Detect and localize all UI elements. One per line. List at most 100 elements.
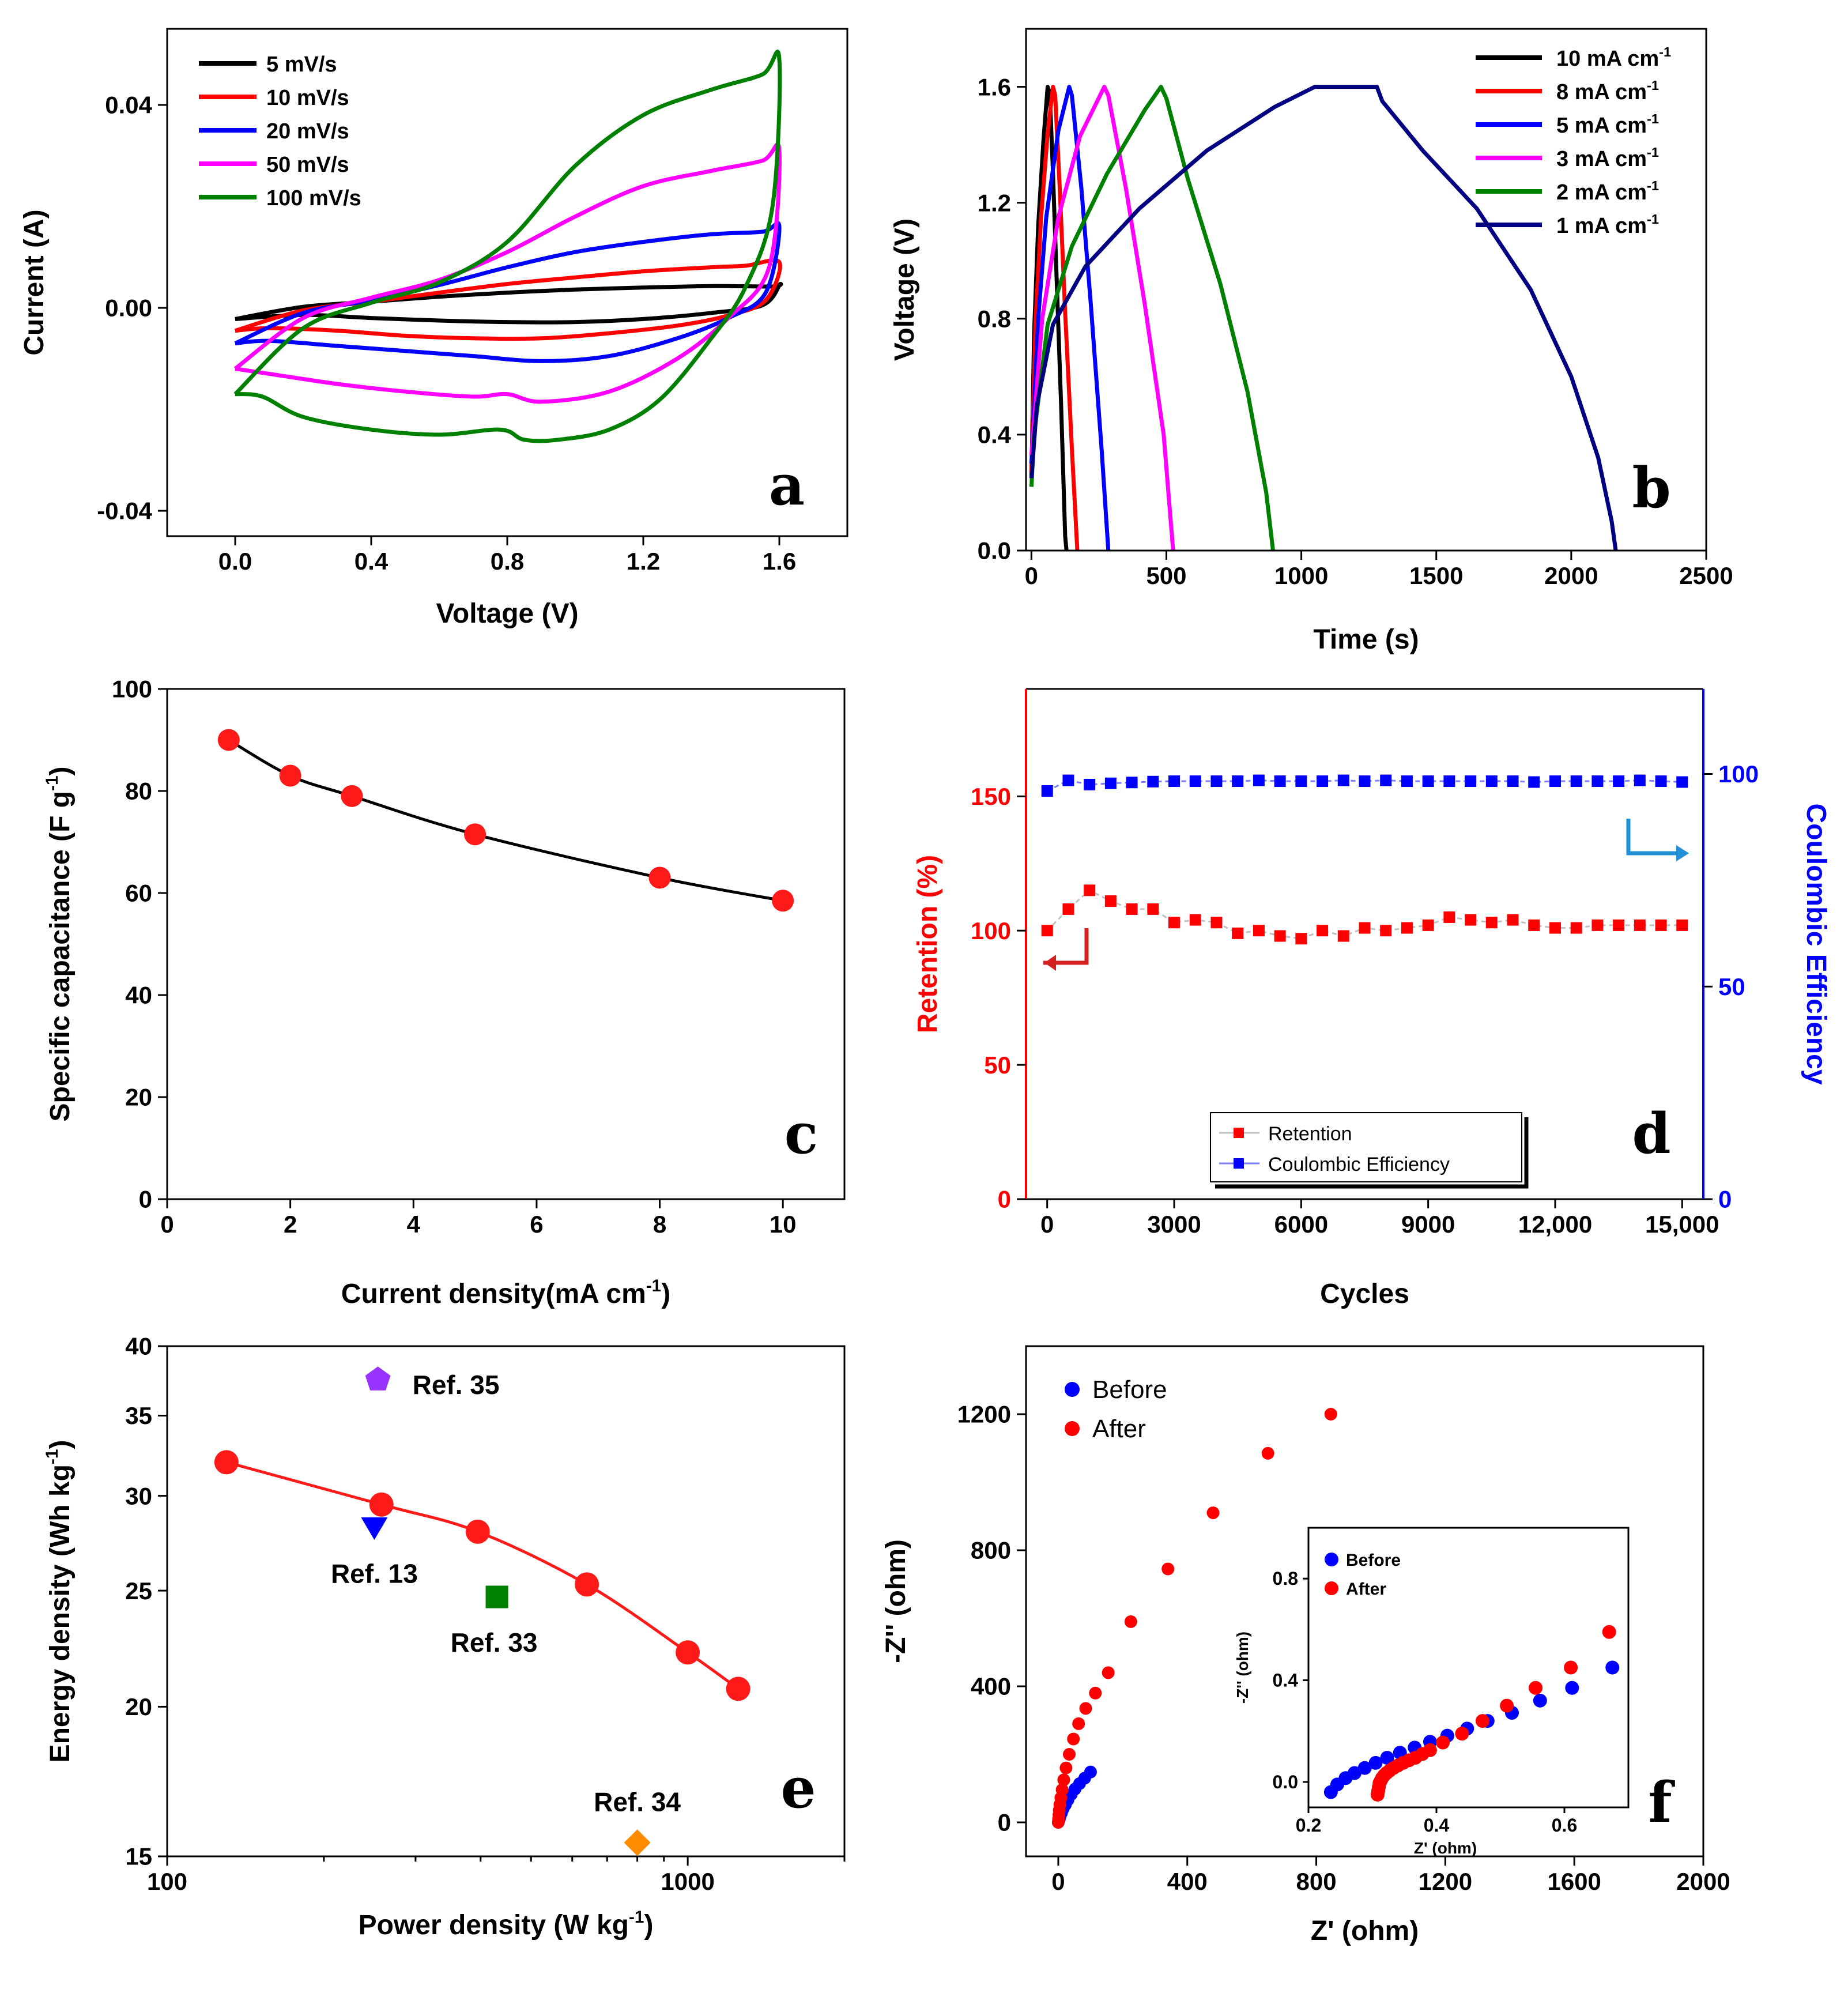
- legend-swatch: [1065, 1421, 1080, 1436]
- cv-loop-20-mv-s: [234, 221, 782, 363]
- coulombic-efficiency-point: [1528, 776, 1540, 788]
- y-tick-label: 40: [125, 982, 152, 1009]
- panel-letter: e: [780, 1755, 816, 1821]
- retention-point: [1401, 922, 1413, 934]
- coulombic-efficiency-point: [1104, 777, 1117, 789]
- ref-label: Ref. 33: [451, 1627, 538, 1657]
- retention-point: [1189, 914, 1201, 926]
- inset-point-before: [1347, 1766, 1362, 1780]
- ragone-point: [369, 1492, 394, 1517]
- nyquist-point-after: [1089, 1686, 1102, 1700]
- coulombic-efficiency-point: [1676, 776, 1688, 788]
- x-tick-label: 0: [1040, 1211, 1054, 1238]
- x-tick-label: 3000: [1147, 1211, 1201, 1238]
- retention-point: [1210, 917, 1223, 929]
- nyquist-point-after: [1079, 1702, 1092, 1715]
- y-tick-label: 400: [971, 1673, 1011, 1700]
- legend-label-main: 2 mA cm: [1556, 180, 1647, 205]
- x-axis-label-end: ): [644, 1910, 653, 1941]
- retention-point: [1084, 884, 1096, 896]
- coulombic-efficiency-point: [1507, 775, 1519, 788]
- inset-point-after: [1455, 1727, 1469, 1741]
- nyquist-point-after: [1055, 1783, 1069, 1796]
- y-tick-label: 50: [984, 1052, 1011, 1079]
- x-tick-label: 500: [1146, 562, 1186, 589]
- y-tick-label: 0: [139, 1186, 152, 1213]
- legend-label: 5 mA cm-1: [1556, 111, 1659, 138]
- ragone-point: [676, 1640, 700, 1665]
- legend-label: 50 mV/s: [266, 153, 349, 177]
- x-tick-label: 10: [770, 1211, 797, 1238]
- x-tick-label: 0: [1051, 1868, 1065, 1895]
- x-axis-label: Z' (ohm): [1311, 1916, 1419, 1946]
- x-tick-label: 4: [407, 1211, 421, 1238]
- panel-letter: a: [769, 453, 805, 518]
- gcd-curve-1-ma-cm: [1029, 85, 1618, 551]
- nyquist-point-after: [1067, 1732, 1080, 1746]
- retention-point: [1528, 919, 1540, 931]
- retention-axis-arrowhead: [1044, 955, 1056, 971]
- retention-point: [1295, 933, 1307, 945]
- ragone-point: [575, 1572, 599, 1597]
- efficiency-axis-arrow: [1626, 819, 1686, 856]
- coulombic-efficiency-point: [1210, 775, 1223, 788]
- coulombic-efficiency-point: [1084, 778, 1096, 790]
- x-axis-label-main: Power density (W kg: [359, 1910, 629, 1941]
- y-tick-label: 30: [125, 1482, 152, 1509]
- coulombic-efficiency-point: [1295, 775, 1307, 788]
- x-axis-label: Time (s): [1313, 624, 1419, 655]
- nyquist-point-after: [1072, 1717, 1085, 1730]
- legend-label-sup: -1: [1659, 44, 1671, 59]
- retention-point: [1443, 911, 1455, 923]
- coulombic-efficiency-point: [1549, 775, 1561, 788]
- x-tick-label: 0.0: [218, 548, 252, 575]
- y-tick-label: 1.6: [978, 73, 1011, 100]
- coulombic-efficiency-point: [1570, 775, 1582, 788]
- capacitance-point: [217, 729, 240, 751]
- retention-point: [1359, 922, 1371, 934]
- y-tick-label: 100: [112, 676, 152, 703]
- y-tick-label: 150: [971, 783, 1011, 810]
- legend-swatch: [1234, 1158, 1244, 1169]
- coulombic-efficiency-point: [1189, 775, 1201, 788]
- capacitance-point: [648, 866, 671, 889]
- y-tick-label: 0.4: [978, 421, 1012, 449]
- panel-b-charge-discharge: 0 500 1000 1500 2000 2500 0.0 0.4 0.8 1.2 1.6 Time …: [889, 28, 1733, 655]
- y-tick-label: 1.2: [978, 189, 1011, 216]
- x-tick-label: 0.4: [354, 548, 389, 575]
- y-axis-label-sup: -1: [43, 1449, 62, 1464]
- x-axis-label-sup: -1: [646, 1276, 661, 1295]
- retention-point: [1655, 919, 1667, 931]
- inset-x-tick-label: 0.2: [1296, 1815, 1321, 1836]
- nyquist-point-after: [1102, 1666, 1115, 1679]
- y-axis-label-main: Specific capacitance (F g: [45, 791, 76, 1122]
- inset-point-after: [1475, 1714, 1489, 1728]
- x-tick-label: 1600: [1547, 1868, 1601, 1895]
- inset-point-before: [1380, 1751, 1394, 1765]
- x-tick-label: 15,000: [1645, 1211, 1719, 1238]
- inset-legend-swatch: [1325, 1581, 1338, 1595]
- ragone-point: [465, 1519, 490, 1544]
- y-tick-label: 1200: [957, 1401, 1011, 1428]
- coulombic-efficiency-point: [1613, 775, 1625, 788]
- y-tick-label: 25: [125, 1577, 152, 1604]
- y-tick-label: 0.04: [105, 92, 152, 119]
- nyquist-point-after: [1161, 1562, 1175, 1576]
- nyquist-point-after: [1062, 1748, 1076, 1761]
- legend-label: Retention: [1268, 1123, 1352, 1145]
- retention-point: [1549, 922, 1561, 934]
- y-tick-label: 80: [125, 778, 152, 805]
- x-tick-label: 1200: [1419, 1868, 1472, 1895]
- panel-d-cycling-stability: 0 3000 6000 9000 12,000 15,000050100150050100…: [912, 688, 1831, 1309]
- retention-point: [1126, 903, 1138, 915]
- coulombic-efficiency-point: [1126, 777, 1138, 789]
- retention-point: [1380, 925, 1392, 937]
- legend-label: Coulombic Efficiency: [1268, 1154, 1450, 1176]
- gcd-curve-3-ma-cm: [1029, 85, 1175, 551]
- y-tick-label: 20: [125, 1084, 152, 1111]
- ragone-point: [214, 1450, 239, 1475]
- ref-marker-square: [485, 1585, 508, 1608]
- coulombic-efficiency-point: [1062, 774, 1074, 786]
